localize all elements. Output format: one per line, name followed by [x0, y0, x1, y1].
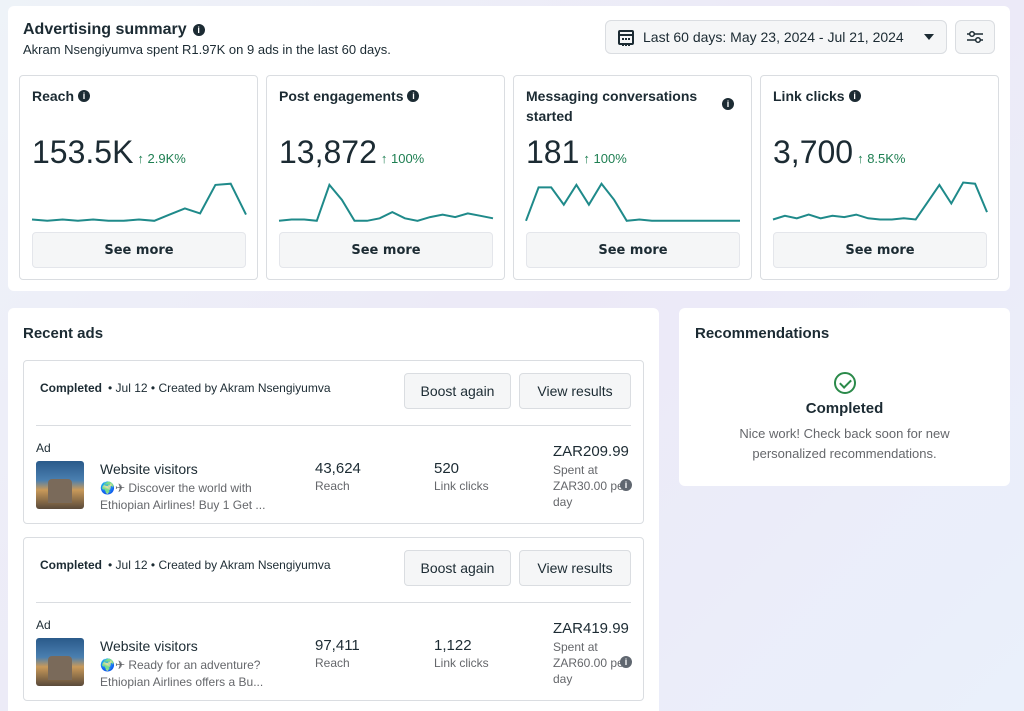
ad-description: 🌍✈ Discover the world with Ethiopian Air…: [100, 481, 266, 512]
view-results-button[interactable]: View results: [519, 373, 631, 409]
recent-ads-title: Recent ads: [23, 325, 104, 342]
ad-card: Completed • Jul 12 • Created by Akram Ns…: [23, 537, 644, 701]
ad-thumbnail[interactable]: [36, 638, 84, 686]
date-range-label: Last 60 days: May 23, 2024 - Jul 21, 202…: [643, 29, 904, 45]
recommendations-message: Nice work! Check back soon for new perso…: [739, 426, 950, 461]
ad-tag: Ad: [36, 618, 51, 632]
reach-value: 97,411: [315, 637, 360, 654]
metric-label: Post engagements i: [279, 86, 420, 106]
metric-delta: ↑ 100%: [380, 151, 425, 166]
spend-rate: Spent at ZAR30.00 per day: [553, 463, 628, 509]
metric-card-post-engagements: Post engagements i 13,872 ↑ 100% See mor…: [266, 75, 505, 280]
engagements-sparkline: [278, 182, 494, 222]
advertising-summary-panel: Advertising summary i Akram Nsengiyumva …: [8, 6, 1010, 291]
messaging-sparkline: [525, 181, 740, 222]
spend-rate: Spent at ZAR60.00 per day: [553, 640, 628, 686]
info-icon[interactable]: i: [620, 479, 632, 491]
ad-meta: • Jul 12 • Created by Akram Nsengiyumva: [108, 381, 331, 395]
see-more-button[interactable]: See more: [32, 232, 246, 268]
summary-title-text: Advertising summary: [23, 21, 187, 38]
check-circle-icon: [834, 372, 856, 394]
metric-value-text: 181: [526, 134, 580, 170]
sliders-icon: [967, 30, 983, 44]
reach-label: Reach: [315, 479, 350, 493]
recent-ads-panel: Recent ads Completed • Jul 12 • Created …: [8, 308, 659, 711]
ad-description: 🌍✈ Ready for an adventure? Ethiopian Air…: [100, 658, 264, 689]
recommendations-title: Recommendations: [695, 325, 830, 342]
link-clicks-value: 520: [434, 460, 460, 477]
ad-card: Completed • Jul 12 • Created by Akram Ns…: [23, 360, 644, 524]
ad-header: Completed • Jul 12 • Created by Akram Ns…: [40, 381, 331, 395]
info-icon[interactable]: i: [407, 90, 420, 102]
link-clicks-label: Link clicks: [434, 479, 489, 493]
metric-label: Messaging conversations started: [526, 88, 698, 124]
metric-label: Reach i: [32, 86, 91, 106]
calendar-icon: [618, 29, 634, 46]
view-results-button[interactable]: View results: [519, 550, 631, 586]
recommendations-panel: Recommendations Completed Nice work! Che…: [679, 308, 1010, 486]
ad-name[interactable]: Website visitors: [100, 638, 198, 654]
metric-label: Link clicks i: [773, 86, 861, 106]
link-clicks-label: Link clicks: [434, 656, 489, 670]
link-clicks-value: 1,122: [434, 637, 472, 654]
ad-status: Completed: [40, 381, 103, 395]
boost-again-button[interactable]: Boost again: [404, 550, 511, 586]
divider: [36, 602, 631, 603]
ad-status: Completed: [40, 558, 103, 572]
metric-label-text: Link clicks: [773, 88, 845, 104]
ad-tag: Ad: [36, 441, 51, 455]
see-more-button[interactable]: See more: [526, 232, 740, 268]
info-icon[interactable]: i: [78, 90, 91, 102]
metric-value-text: 3,700: [773, 134, 854, 170]
caret-down-icon: [924, 34, 934, 40]
ad-thumbnail[interactable]: [36, 461, 84, 509]
info-icon[interactable]: i: [620, 656, 632, 668]
boost-again-button[interactable]: Boost again: [404, 373, 511, 409]
amount-spent: ZAR419.99: [553, 620, 629, 637]
see-more-button[interactable]: See more: [773, 232, 987, 268]
metric-value: 153.5K ↑ 2.9K%: [32, 134, 186, 171]
metric-label-text: Post engagements: [279, 88, 404, 104]
reach-value: 43,624: [315, 460, 361, 477]
info-icon[interactable]: i: [848, 90, 861, 102]
recommendations-status: Completed: [805, 400, 884, 417]
metric-delta: ↑ 2.9K%: [137, 151, 186, 166]
metric-card-reach: Reach i 153.5K ↑ 2.9K% See more: [19, 75, 258, 280]
metric-value: 13,872 ↑ 100%: [279, 134, 424, 171]
metric-card-link-clicks: Link clicks i 3,700 ↑ 8.5K% See more: [760, 75, 999, 280]
summary-subtitle: Akram Nsengiyumva spent R1.97K on 9 ads …: [23, 42, 391, 57]
metric-label-text: Reach: [32, 88, 75, 104]
metric-delta: ↑ 100%: [583, 151, 627, 166]
ad-meta: • Jul 12 • Created by Akram Nsengiyumva: [108, 558, 331, 572]
metric-value-text: 153.5K: [32, 134, 134, 170]
reach-sparkline: [31, 182, 247, 222]
info-icon[interactable]: i: [192, 24, 205, 36]
ad-name[interactable]: Website visitors: [100, 461, 198, 477]
summary-title: Advertising summary i: [23, 21, 205, 39]
amount-spent: ZAR209.99: [553, 443, 629, 460]
link-clicks-sparkline: [772, 181, 988, 221]
metric-delta: ↑ 8.5K%: [857, 151, 906, 166]
info-icon[interactable]: i: [722, 98, 734, 110]
metric-value: 3,700 ↑ 8.5K%: [773, 134, 906, 171]
ad-header: Completed • Jul 12 • Created by Akram Ns…: [40, 558, 331, 572]
divider: [36, 425, 631, 426]
date-range-dropdown[interactable]: Last 60 days: May 23, 2024 - Jul 21, 202…: [605, 20, 947, 54]
filter-button[interactable]: [955, 20, 995, 54]
metric-value: 181 ↑ 100%: [526, 134, 627, 171]
metric-value-text: 13,872: [279, 134, 377, 170]
metric-card-messaging: Messaging conversations started i 181 ↑ …: [513, 75, 752, 280]
see-more-button[interactable]: See more: [279, 232, 493, 268]
reach-label: Reach: [315, 656, 350, 670]
